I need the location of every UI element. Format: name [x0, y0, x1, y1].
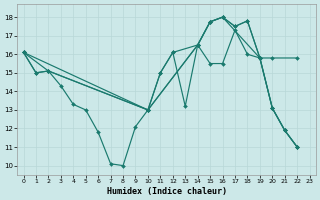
X-axis label: Humidex (Indice chaleur): Humidex (Indice chaleur)	[107, 187, 227, 196]
